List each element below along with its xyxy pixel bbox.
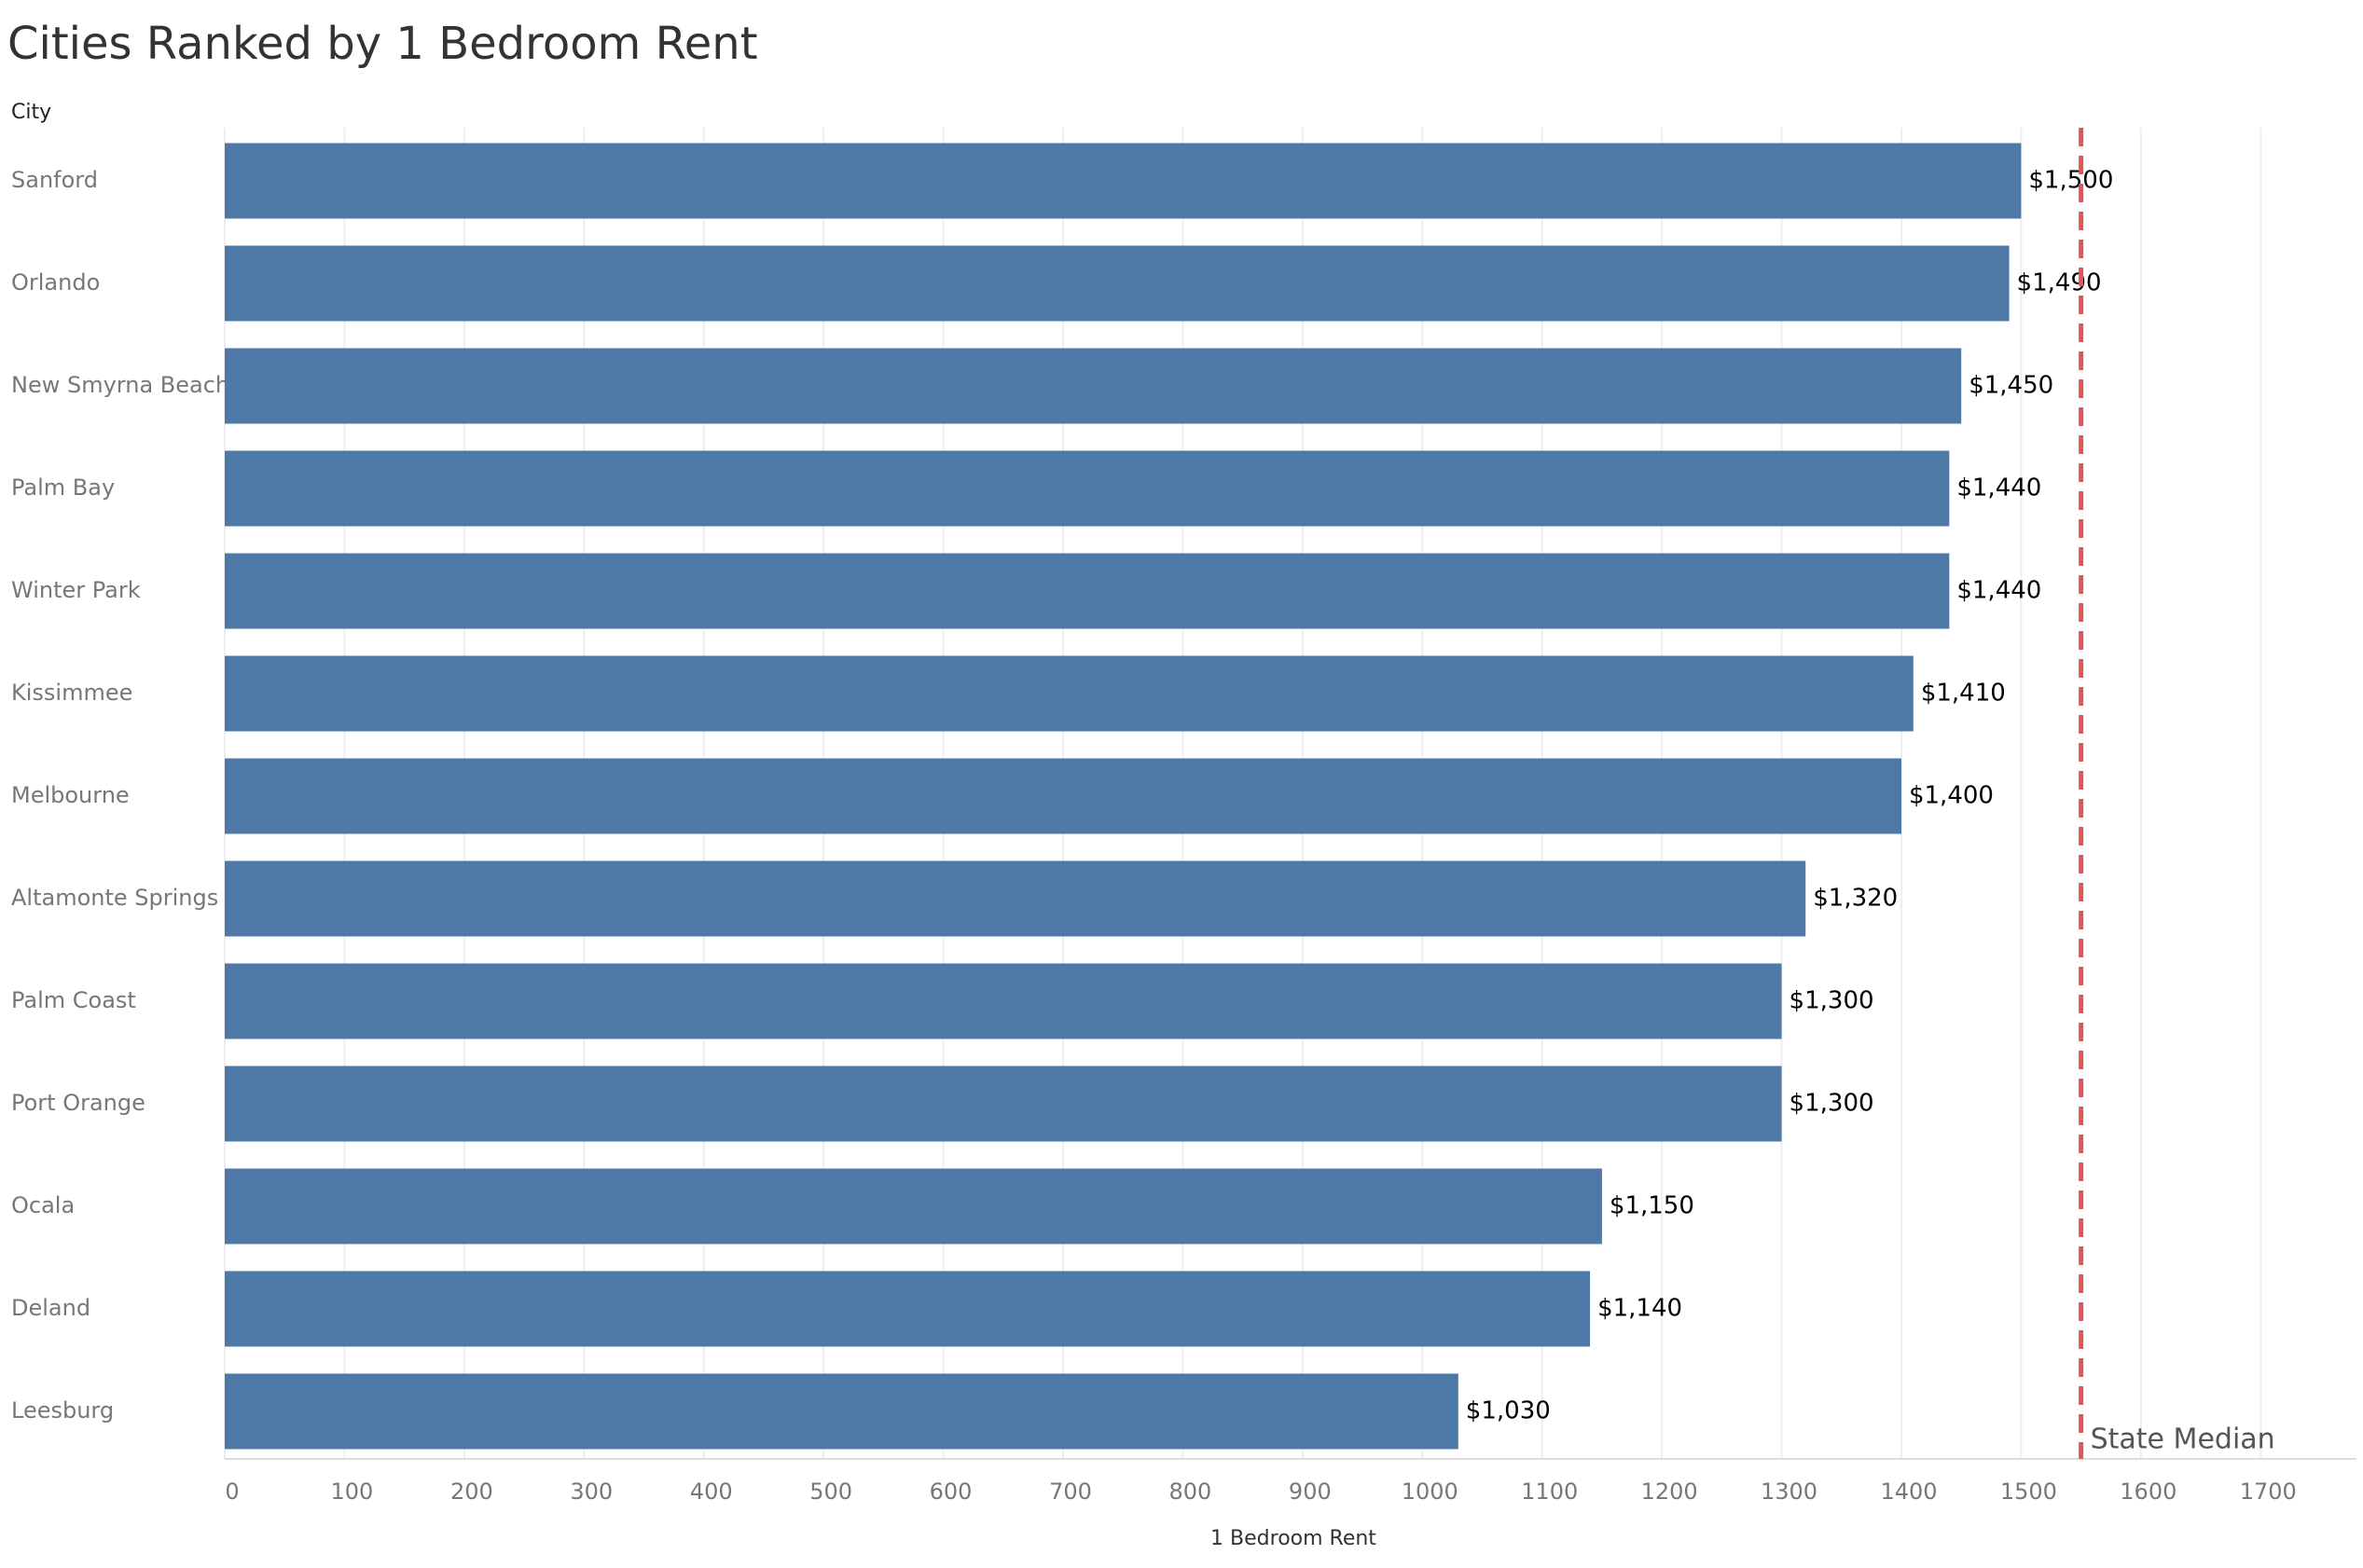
bar [225,143,2022,219]
bar [225,1168,1602,1245]
value-label: $1,300 [1790,1090,1874,1118]
x-tick-label: 600 [930,1479,973,1505]
y-tick-label: Ocala [11,1192,75,1218]
y-tick-label: Melbourne [11,782,130,808]
y-tick-label: Palm Coast [11,987,136,1013]
x-tick-label: 100 [331,1479,374,1505]
value-label: $1,030 [1466,1397,1551,1425]
x-tick-label: 300 [570,1479,613,1505]
bar [225,553,1950,629]
y-tick-label: Leesburg [11,1397,114,1424]
value-label: $1,490 [2017,269,2102,297]
value-label: $1,320 [1813,885,1898,913]
x-tick-label: 900 [1289,1479,1332,1505]
x-tick-label: 200 [450,1479,493,1505]
y-tick-label: New Smyrna Beach [11,372,229,398]
bar [225,450,1950,527]
value-label: $1,450 [1969,372,2053,400]
value-label: $1,440 [1956,475,2041,502]
x-tick-label: 1600 [2120,1479,2176,1505]
x-tick-label: 1200 [1641,1479,1698,1505]
bar [225,860,1806,937]
x-tick-label: 1400 [1880,1479,1937,1505]
y-tick-label: Palm Bay [11,475,115,501]
x-tick-label: 0 [225,1479,239,1505]
y-tick-label: Kissimmee [11,680,132,706]
x-tick-label: 800 [1169,1479,1212,1505]
x-tick-label: 1100 [1521,1479,1578,1505]
x-tick-label: 1000 [1402,1479,1458,1505]
x-tick-label: 700 [1049,1479,1092,1505]
bar [225,963,1782,1039]
bar [225,245,2010,322]
bar [225,1373,1458,1450]
y-tick-label: Deland [11,1295,90,1321]
x-tick-label: 1300 [1761,1479,1817,1505]
bar [225,1271,1591,1347]
x-tick-label: 1500 [2000,1479,2057,1505]
x-tick-label: 400 [690,1479,733,1505]
bar [225,348,1962,424]
y-tick-label: Sanford [11,167,98,193]
bar [225,758,1901,834]
x-tick-label: 500 [809,1479,852,1505]
y-tick-label: Altamonte Springs [11,885,218,911]
value-label: $1,440 [1956,577,2041,605]
bar [225,1066,1782,1142]
chart-title: Cities Ranked by 1 Bedroom Rent [7,18,758,70]
bar [225,655,1914,732]
value-label: $1,140 [1597,1295,1682,1323]
reference-label: State Median [2091,1424,2275,1456]
y-header: City [11,101,51,124]
x-axis-title: 1 Bedroom Rent [1210,1527,1376,1550]
value-label: $1,150 [1610,1192,1694,1220]
value-label: $1,410 [1921,680,2006,708]
y-tick-label: Winter Park [11,577,141,603]
x-tick-label: 1700 [2240,1479,2297,1505]
value-label: $1,300 [1790,987,1874,1015]
value-label: $1,500 [2028,167,2113,195]
y-tick-label: Orlando [11,269,100,296]
y-tick-label: Port Orange [11,1090,145,1116]
value-label: $1,400 [1909,782,1994,810]
